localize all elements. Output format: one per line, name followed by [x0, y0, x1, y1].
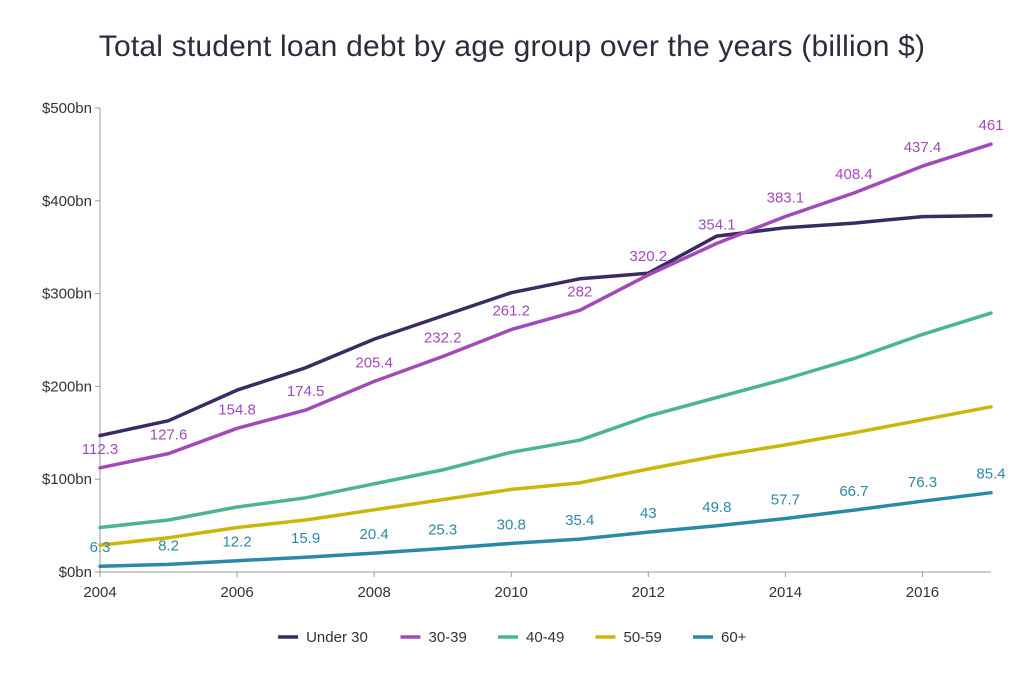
y-tick-label: $200bn	[42, 378, 92, 395]
legend: Under 30 30-39 40-49 50-59 60+	[278, 629, 747, 646]
data-label: 174.5	[287, 383, 325, 400]
data-label: 437.4	[904, 139, 942, 156]
x-tick-label: 2004	[83, 584, 116, 601]
data-label: 76.3	[908, 474, 937, 491]
legend-label: 30-39	[429, 629, 467, 646]
data-label: 25.3	[428, 522, 457, 539]
x-tick-label: 2006	[220, 584, 253, 601]
data-label: 35.4	[565, 512, 594, 529]
data-label: 66.7	[839, 483, 868, 500]
data-label: 232.2	[424, 330, 462, 347]
data-label: 461	[978, 117, 1003, 134]
data-label: 6.3	[90, 539, 111, 556]
data-label: 12.2	[222, 534, 251, 551]
legend-label: 40-49	[526, 629, 564, 646]
chart-title: Total student loan debt by age group ove…	[98, 30, 926, 63]
data-label: 49.8	[702, 499, 731, 516]
y-tick-label: $100bn	[42, 471, 92, 488]
data-label: 205.4	[355, 354, 393, 371]
data-label: 20.4	[360, 526, 389, 543]
y-tick-label: $500bn	[42, 100, 92, 117]
series-line-50-59	[98, 405, 993, 547]
data-label: 408.4	[835, 166, 873, 183]
data-label: 320.2	[630, 248, 668, 265]
series-line-40-49	[98, 311, 993, 530]
y-tick-label: $400bn	[42, 193, 92, 210]
series-lines	[98, 142, 993, 568]
y-tick-label: $300bn	[42, 286, 92, 303]
series-line-30-39	[98, 142, 993, 470]
data-label: 282	[567, 283, 592, 300]
data-label: 383.1	[767, 189, 805, 206]
data-label: 154.8	[218, 401, 256, 418]
data-label: 30.8	[497, 516, 526, 533]
data-label: 112.3	[82, 441, 118, 458]
data-label: 354.1	[698, 216, 736, 233]
data-label: 8.2	[158, 537, 179, 554]
y-tick-label: $0bn	[59, 564, 92, 581]
x-tick-label: 2008	[357, 584, 390, 601]
legend-label: 60+	[721, 629, 747, 646]
x-tick-label: 2012	[632, 584, 665, 601]
data-label: 85.4	[976, 466, 1005, 483]
data-labels: 112.3 127.6 154.8 174.5 205.4 232.2 261.2 282 32…	[82, 117, 1006, 556]
data-label: 261.2	[492, 303, 530, 320]
series-line-60-	[98, 490, 993, 568]
x-tick-label: 2014	[769, 584, 802, 601]
legend-label: Under 30	[306, 629, 368, 646]
data-label: 43	[640, 505, 657, 522]
x-tick-label: 2010	[495, 584, 528, 601]
data-label: 57.7	[771, 491, 800, 508]
data-label: 127.6	[150, 427, 188, 444]
series-line-under-30	[98, 213, 993, 438]
data-label: 15.9	[291, 530, 320, 547]
x-tick-label: 2016	[906, 584, 939, 601]
legend-label: 50-59	[624, 629, 662, 646]
axes: $0bn $100bn $200bn $300bn $400bn $500bn 2004 20…	[42, 100, 991, 601]
